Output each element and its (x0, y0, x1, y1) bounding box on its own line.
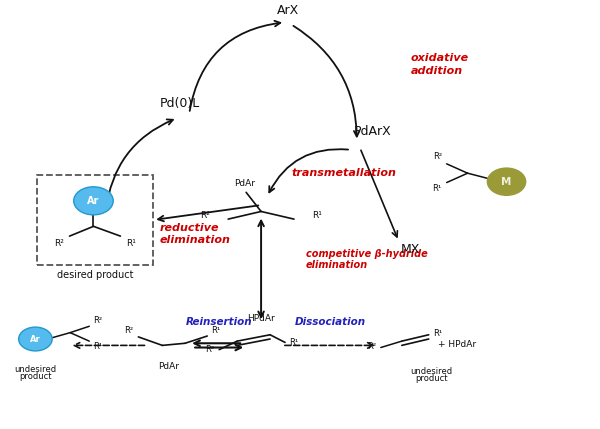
Text: PdAr: PdAr (158, 362, 179, 371)
Text: ArX: ArX (277, 4, 299, 17)
Text: R²: R² (124, 326, 134, 335)
Text: Reinsertion: Reinsertion (186, 317, 253, 327)
Text: R²: R² (367, 342, 377, 351)
Text: transmetallation: transmetallation (291, 168, 396, 178)
Text: oxidative: oxidative (411, 53, 469, 63)
Circle shape (19, 327, 52, 351)
Text: competitive β-hydride: competitive β-hydride (306, 249, 428, 259)
Text: Ar: Ar (30, 335, 41, 344)
Text: addition: addition (411, 66, 463, 76)
Text: Dissociation: Dissociation (295, 317, 365, 327)
Text: Ar: Ar (87, 196, 100, 206)
Text: product: product (19, 372, 52, 381)
Text: undesired: undesired (14, 365, 56, 374)
Text: R¹: R¹ (289, 338, 298, 347)
Text: R¹: R¹ (433, 329, 443, 338)
Text: R²: R² (200, 211, 210, 220)
Text: R¹: R¹ (312, 211, 322, 220)
FancyBboxPatch shape (37, 175, 154, 265)
Text: R¹: R¹ (127, 239, 136, 248)
Text: desired product: desired product (57, 270, 133, 280)
Text: R²: R² (205, 345, 214, 354)
Text: R¹: R¹ (211, 326, 221, 335)
Text: R²: R² (433, 152, 442, 161)
Text: R¹: R¹ (433, 184, 442, 193)
Text: M: M (502, 177, 512, 187)
Text: PdArX: PdArX (354, 125, 392, 138)
Text: HPdAr: HPdAr (247, 314, 275, 323)
Text: R²: R² (94, 316, 103, 325)
Text: product: product (415, 375, 448, 383)
Circle shape (487, 168, 526, 195)
Circle shape (74, 187, 113, 215)
Text: undesired: undesired (410, 367, 453, 376)
Text: reductive: reductive (160, 224, 219, 233)
Text: Pd(0)L: Pd(0)L (160, 97, 200, 110)
Text: + HPdAr: + HPdAr (437, 340, 476, 349)
Text: R¹: R¹ (94, 342, 103, 351)
Text: PdAr: PdAr (234, 179, 255, 188)
Text: MX: MX (401, 243, 420, 256)
Text: R²: R² (53, 239, 64, 248)
Text: elimination: elimination (160, 235, 230, 245)
Text: elimination: elimination (306, 260, 368, 269)
